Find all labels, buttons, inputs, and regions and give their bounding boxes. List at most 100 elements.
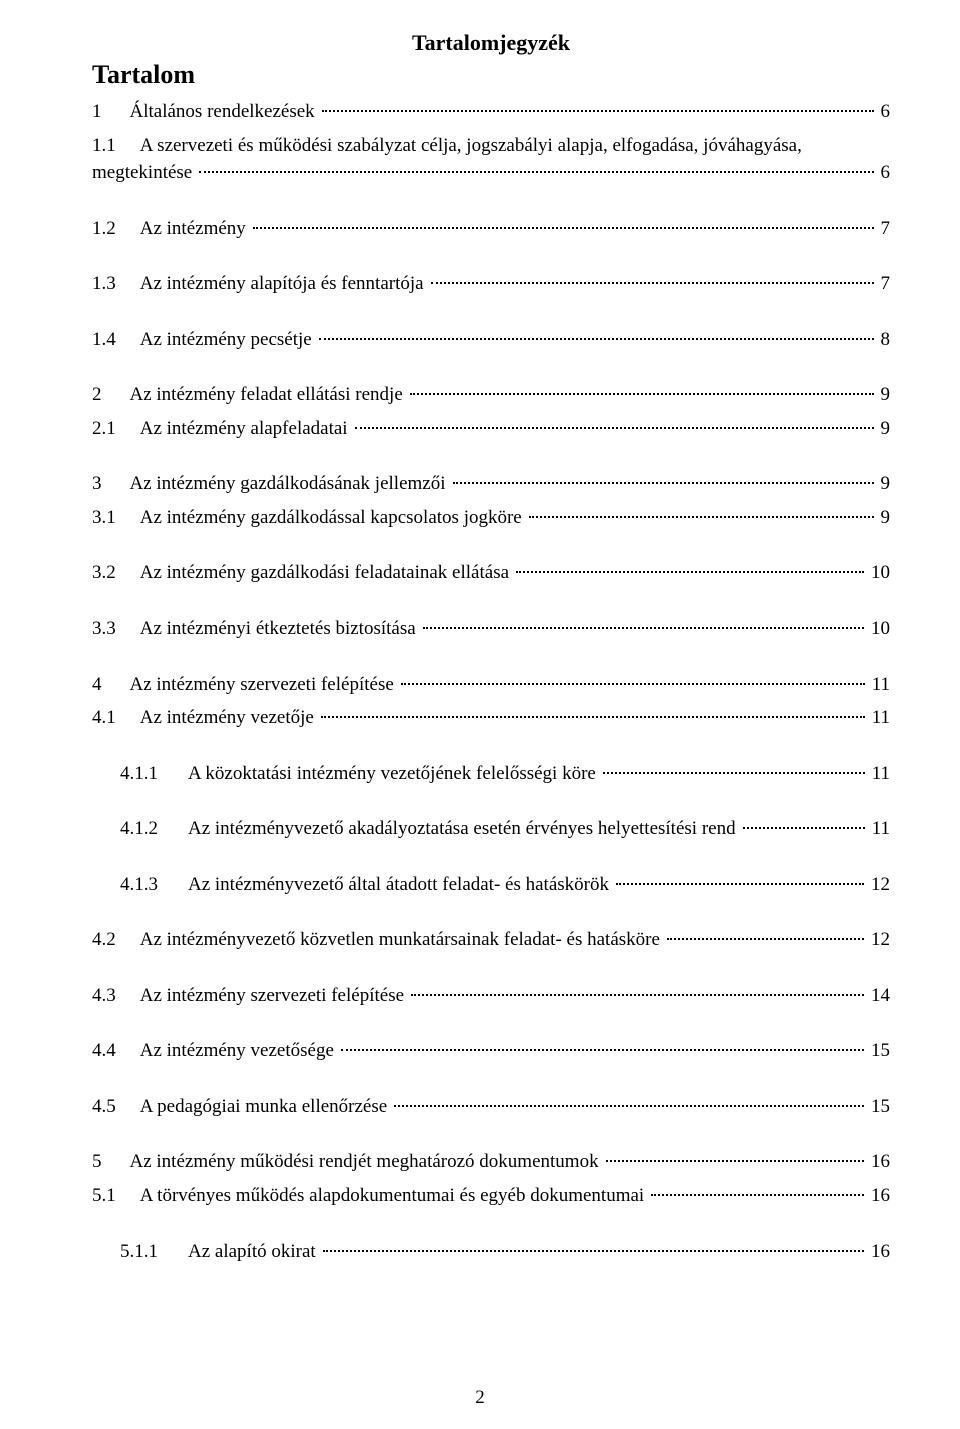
toc-leader-dots	[411, 994, 864, 996]
toc-entry-page: 11	[868, 704, 890, 732]
toc-leader-dots	[616, 883, 864, 885]
toc-entry-label: Az intézmény szervezeti felépítése	[130, 671, 398, 699]
page-number: 2	[0, 1387, 960, 1409]
toc-entry-number: 1.4	[92, 326, 140, 354]
toc-entry-label: A törvényes működés alapdokumentumai és …	[140, 1182, 648, 1210]
toc-entry: 4.3Az intézmény szervezeti felépítése14	[92, 982, 890, 1010]
toc-entry-label: A szervezeti és működési szabályzat célj…	[140, 135, 802, 156]
toc-entry-label: Az intézmény szervezeti felépítése	[140, 982, 408, 1010]
toc-entry: 3.1Az intézmény gazdálkodással kapcsolat…	[92, 504, 890, 532]
toc-entry-label: Az intézmény alapítója és fenntartója	[140, 270, 428, 298]
page-container: Tartalomjegyzék Tartalom 1Általános rend…	[0, 0, 960, 1429]
toc-leader-dots	[423, 627, 864, 629]
toc-entry: 1Általános rendelkezések 6	[92, 98, 890, 126]
toc-leader-dots	[667, 938, 864, 940]
toc-entry-page: 11	[868, 671, 890, 699]
toc-entry-number: 4.1	[92, 704, 140, 732]
toc-entry-number: 4.3	[92, 982, 140, 1010]
toc-entry-page: 15	[867, 1037, 890, 1065]
toc-entry-label: Általános rendelkezések	[130, 98, 319, 126]
toc-entry-number: 5.1.1	[120, 1238, 188, 1266]
toc-leader-dots	[323, 1250, 864, 1252]
toc-entry: 1.3Az intézmény alapítója és fenntartója…	[92, 270, 890, 298]
toc-entry-number: 4.5	[92, 1093, 140, 1121]
toc-entry-page: 15	[867, 1093, 890, 1121]
toc-entry-number: 4.1.2	[120, 815, 188, 843]
toc-entry: 4.2Az intézményvezető közvetlen munkatár…	[92, 926, 890, 954]
toc-entry-number: 3.1	[92, 504, 140, 532]
toc-entry-page: 7	[877, 270, 891, 298]
toc-entry-number: 4.2	[92, 926, 140, 954]
toc-leader-dots	[341, 1049, 864, 1051]
toc-entry: 4.5A pedagógiai munka ellenőrzése 15	[92, 1093, 890, 1121]
toc-entry-label: A pedagógiai munka ellenőrzése	[140, 1093, 391, 1121]
toc-leader-dots	[355, 427, 874, 429]
toc-entry-page: 10	[867, 559, 890, 587]
toc-entry-label: Az intézmény gazdálkodásának jellemzői	[130, 470, 450, 498]
toc-entry-page: 16	[867, 1182, 890, 1210]
toc-entry-page: 9	[877, 470, 891, 498]
document-subtitle: Tartalom	[92, 60, 890, 90]
toc-leader-dots	[394, 1105, 864, 1107]
toc-entry-page: 8	[877, 326, 891, 354]
toc-entry-number: 1	[92, 98, 130, 126]
toc-entry-page: 16	[867, 1148, 890, 1176]
toc-entry-page: 6	[877, 98, 891, 126]
toc-leader-dots	[516, 571, 864, 573]
toc-entry-label: Az intézményvezető akadályoztatása eseté…	[188, 815, 740, 843]
toc-entry-label: Az intézmény gazdálkodási feladatainak e…	[140, 559, 513, 587]
toc-entry-number: 1.2	[92, 215, 140, 243]
toc-entry-label: Az alapító okirat	[188, 1238, 320, 1266]
toc-entry-number: 3.3	[92, 615, 140, 643]
toc-entry: 4Az intézmény szervezeti felépítése 11	[92, 671, 890, 699]
toc-entry: 2.1Az intézmény alapfeladatai9	[92, 415, 890, 443]
toc-leader-dots	[321, 716, 865, 718]
toc-leader-dots	[199, 171, 873, 173]
toc-entry-page: 10	[867, 615, 890, 643]
toc-entry: 4.1Az intézmény vezetője11	[92, 704, 890, 732]
toc-entry-number: 5.1	[92, 1182, 140, 1210]
toc-entry-label: Az intézmény alapfeladatai	[140, 415, 352, 443]
toc-entry: 4.1.1A közoktatási intézmény vezetőjének…	[92, 760, 890, 788]
toc-entry-page: 16	[867, 1238, 890, 1266]
toc-leader-dots	[253, 227, 874, 229]
toc-entry: 2Az intézmény feladat ellátási rendje9	[92, 381, 890, 409]
toc-leader-dots	[401, 683, 865, 685]
toc-entry-page: 9	[877, 504, 891, 532]
toc-entry-number: 4	[92, 671, 130, 699]
toc-entry: 1.2Az intézmény 7	[92, 215, 890, 243]
toc-entry-page: 6	[877, 159, 891, 187]
toc-entry-label: Az intézmény működési rendjét meghatároz…	[130, 1148, 603, 1176]
toc-entry-label: Az intézmény feladat ellátási rendje	[130, 381, 407, 409]
toc-entry-label: Az intézmény	[140, 215, 250, 243]
toc-entry: 1.4Az intézmény pecsétje8	[92, 326, 890, 354]
toc-leader-dots	[603, 772, 865, 774]
toc-entry-number: 3.2	[92, 559, 140, 587]
toc-leader-dots	[322, 110, 874, 112]
toc-leader-dots	[453, 482, 874, 484]
toc-entry-number: 4.1.1	[120, 760, 188, 788]
toc-leader-dots	[606, 1160, 864, 1162]
toc-entry-number: 4.1.3	[120, 871, 188, 899]
document-title: Tartalomjegyzék	[92, 30, 890, 56]
toc-entry-number: 1.1	[92, 135, 140, 156]
toc-entry-label: megtekintése	[92, 159, 196, 187]
toc-entry-page: 7	[877, 215, 891, 243]
toc-entry-label: A közoktatási intézmény vezetőjének fele…	[188, 760, 600, 788]
toc-entry: 5.1.1Az alapító okirat 16	[92, 1238, 890, 1266]
toc-body: 1Általános rendelkezések 6 1.1A szervezeti…	[92, 98, 890, 1265]
toc-entry-number: 2	[92, 381, 130, 409]
toc-entry: 5.1A törvényes működés alapdokumentumai …	[92, 1182, 890, 1210]
toc-entry-page: 11	[868, 815, 890, 843]
toc-entry: 3.2Az intézmény gazdálkodási feladataina…	[92, 559, 890, 587]
toc-leader-dots	[319, 338, 874, 340]
toc-entry-number: 4.4	[92, 1037, 140, 1065]
toc-entry-page: 12	[867, 926, 890, 954]
toc-entry-label: Az intézmény vezetősége	[140, 1037, 338, 1065]
toc-entry-number: 3	[92, 470, 130, 498]
toc-entry: 4.4Az intézmény vezetősége 15	[92, 1037, 890, 1065]
toc-entry-label: Az intézmény gazdálkodással kapcsolatos …	[140, 504, 526, 532]
toc-entry: 5Az intézmény működési rendjét meghatáro…	[92, 1148, 890, 1176]
toc-entry-number: 5	[92, 1148, 130, 1176]
toc-leader-dots	[431, 282, 874, 284]
